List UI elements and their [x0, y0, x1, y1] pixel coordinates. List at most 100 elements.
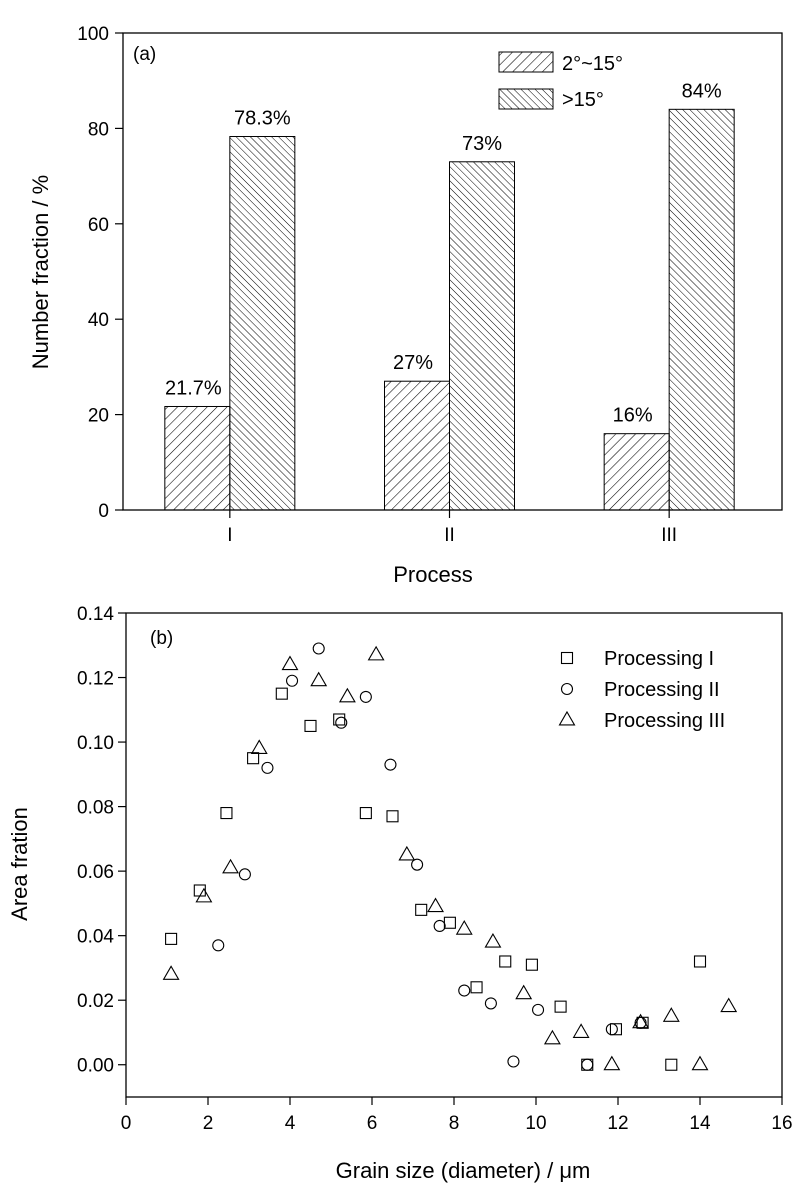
data-point-processing-3 [427, 897, 445, 913]
legend-marker-processing-2 [560, 682, 574, 696]
data-point-processing-2 [531, 1003, 545, 1016]
legend-swatch-low-angle [498, 51, 554, 73]
x-tick-label: 10 [525, 1113, 546, 1134]
data-point-processing-2 [261, 761, 274, 774]
data-point-processing-2 [581, 1058, 594, 1071]
data-point-processing-3 [691, 1055, 709, 1071]
bar-value-label: 78.3% [234, 108, 291, 130]
panel-label-b: (b) [150, 628, 173, 649]
x-tick-label: 14 [689, 1113, 711, 1134]
bar [384, 380, 450, 511]
data-point-processing-1 [554, 1000, 567, 1013]
data-point-processing-1 [443, 916, 456, 929]
data-point-processing-3 [543, 1029, 561, 1045]
data-point-processing-1 [359, 807, 372, 820]
x-tick-label: I [227, 525, 232, 546]
data-point-processing-3 [632, 1013, 650, 1029]
legend-label-high-angle: >15° [562, 89, 604, 111]
bar [229, 136, 296, 511]
data-point-processing-1 [304, 719, 317, 732]
data-point-processing-2 [238, 868, 251, 881]
y-tick-label: 0 [98, 501, 109, 522]
bar-value-label: 27% [393, 352, 433, 374]
legend-marker-processing-1 [560, 651, 574, 665]
data-point-processing-3 [222, 858, 240, 874]
data-point-processing-2 [384, 758, 397, 771]
scatter-chart-panel: 0.00 0.02 0.04 0.06 0.08 0.10 0.12 0.14 0 2 4 6 8 10… [7, 604, 793, 1183]
data-point-processing-2 [458, 984, 471, 997]
bar-value-labels: 21.7% 78.3% 27% 73% 16% 84% [165, 80, 722, 426]
y-axis-a: 0 20 40 60 80 100 [77, 24, 123, 522]
panel-label-a: (a) [133, 44, 156, 65]
bar-value-label: 84% [682, 80, 722, 102]
x-tick-label: 2 [203, 1113, 214, 1134]
data-point-processing-3 [367, 645, 385, 661]
x-tick-label: 12 [607, 1113, 628, 1134]
data-point-processing-3 [603, 1055, 621, 1071]
data-point-processing-1 [665, 1058, 678, 1071]
x-tick-label: 16 [771, 1113, 792, 1134]
bar [164, 405, 231, 511]
data-point-processing-3 [398, 845, 416, 861]
data-point-processing-1 [499, 955, 512, 968]
legend-label-processing-1: Processing I [604, 648, 714, 670]
y-axis-title-b: Area fration [7, 807, 32, 921]
data-point-processing-1 [415, 903, 428, 916]
x-axis-b: 0 2 4 6 8 10 12 14 16 [121, 1097, 793, 1134]
data-point-processing-2 [634, 1016, 647, 1029]
data-point-processing-3 [338, 687, 356, 703]
x-tick-label: 4 [285, 1113, 296, 1134]
legend-label-processing-3: Processing III [604, 710, 725, 732]
scatter-points [162, 642, 738, 1071]
data-point-processing-2 [605, 1023, 618, 1036]
bar [603, 433, 670, 511]
data-point-processing-2 [285, 674, 299, 687]
y-tick-label: 0.02 [77, 991, 114, 1012]
x-tick-label: 8 [449, 1113, 460, 1134]
data-point-processing-3 [515, 984, 533, 1000]
bar-value-label: 16% [613, 405, 653, 427]
y-tick-label: 0.10 [77, 733, 114, 754]
y-tick-label: 0.00 [77, 1056, 114, 1077]
x-tick-label: III [661, 525, 677, 546]
data-point-processing-3 [162, 965, 180, 980]
data-point-processing-3 [720, 997, 738, 1013]
y-axis-b: 0.00 0.02 0.04 0.06 0.08 0.10 0.12 0.14 [77, 604, 126, 1077]
legend-label-low-angle: 2°~15° [562, 53, 623, 75]
y-tick-label: 80 [88, 119, 109, 140]
y-tick-label: 60 [88, 215, 109, 236]
bars [164, 108, 735, 511]
data-point-processing-1 [609, 1023, 623, 1036]
data-point-processing-2 [212, 939, 225, 952]
data-point-processing-1 [193, 884, 206, 897]
data-point-processing-3 [310, 671, 328, 687]
data-point-processing-2 [411, 858, 424, 871]
legend-b: Processing I Processing II Processing II… [558, 648, 725, 732]
data-point-processing-1 [470, 981, 483, 994]
y-tick-label: 0.06 [77, 862, 114, 883]
bar [668, 108, 735, 511]
data-point-processing-1 [247, 752, 260, 765]
data-point-processing-2 [433, 919, 446, 933]
data-point-processing-1 [165, 932, 178, 945]
data-point-processing-1 [220, 807, 233, 820]
y-tick-label: 0.12 [77, 669, 114, 690]
data-point-processing-2 [312, 642, 325, 655]
y-tick-label: 100 [77, 24, 109, 45]
y-tick-label: 0.04 [77, 927, 114, 948]
data-point-processing-3 [572, 1023, 590, 1038]
y-tick-label: 0.14 [77, 604, 114, 625]
data-point-processing-3 [281, 655, 299, 671]
x-axis-a: I II III [227, 510, 677, 546]
y-tick-label: 20 [88, 406, 109, 427]
y-axis-title-a: Number fraction / % [28, 175, 53, 369]
data-point-processing-2 [484, 997, 497, 1010]
y-tick-label: 40 [88, 310, 109, 331]
x-axis-title-b: Grain size (diameter) / μm [336, 1158, 591, 1183]
legend-label-processing-2: Processing II [604, 679, 720, 701]
data-point-processing-3 [195, 887, 213, 903]
data-point-processing-1 [333, 713, 346, 726]
legend-marker-processing-3 [558, 710, 576, 726]
